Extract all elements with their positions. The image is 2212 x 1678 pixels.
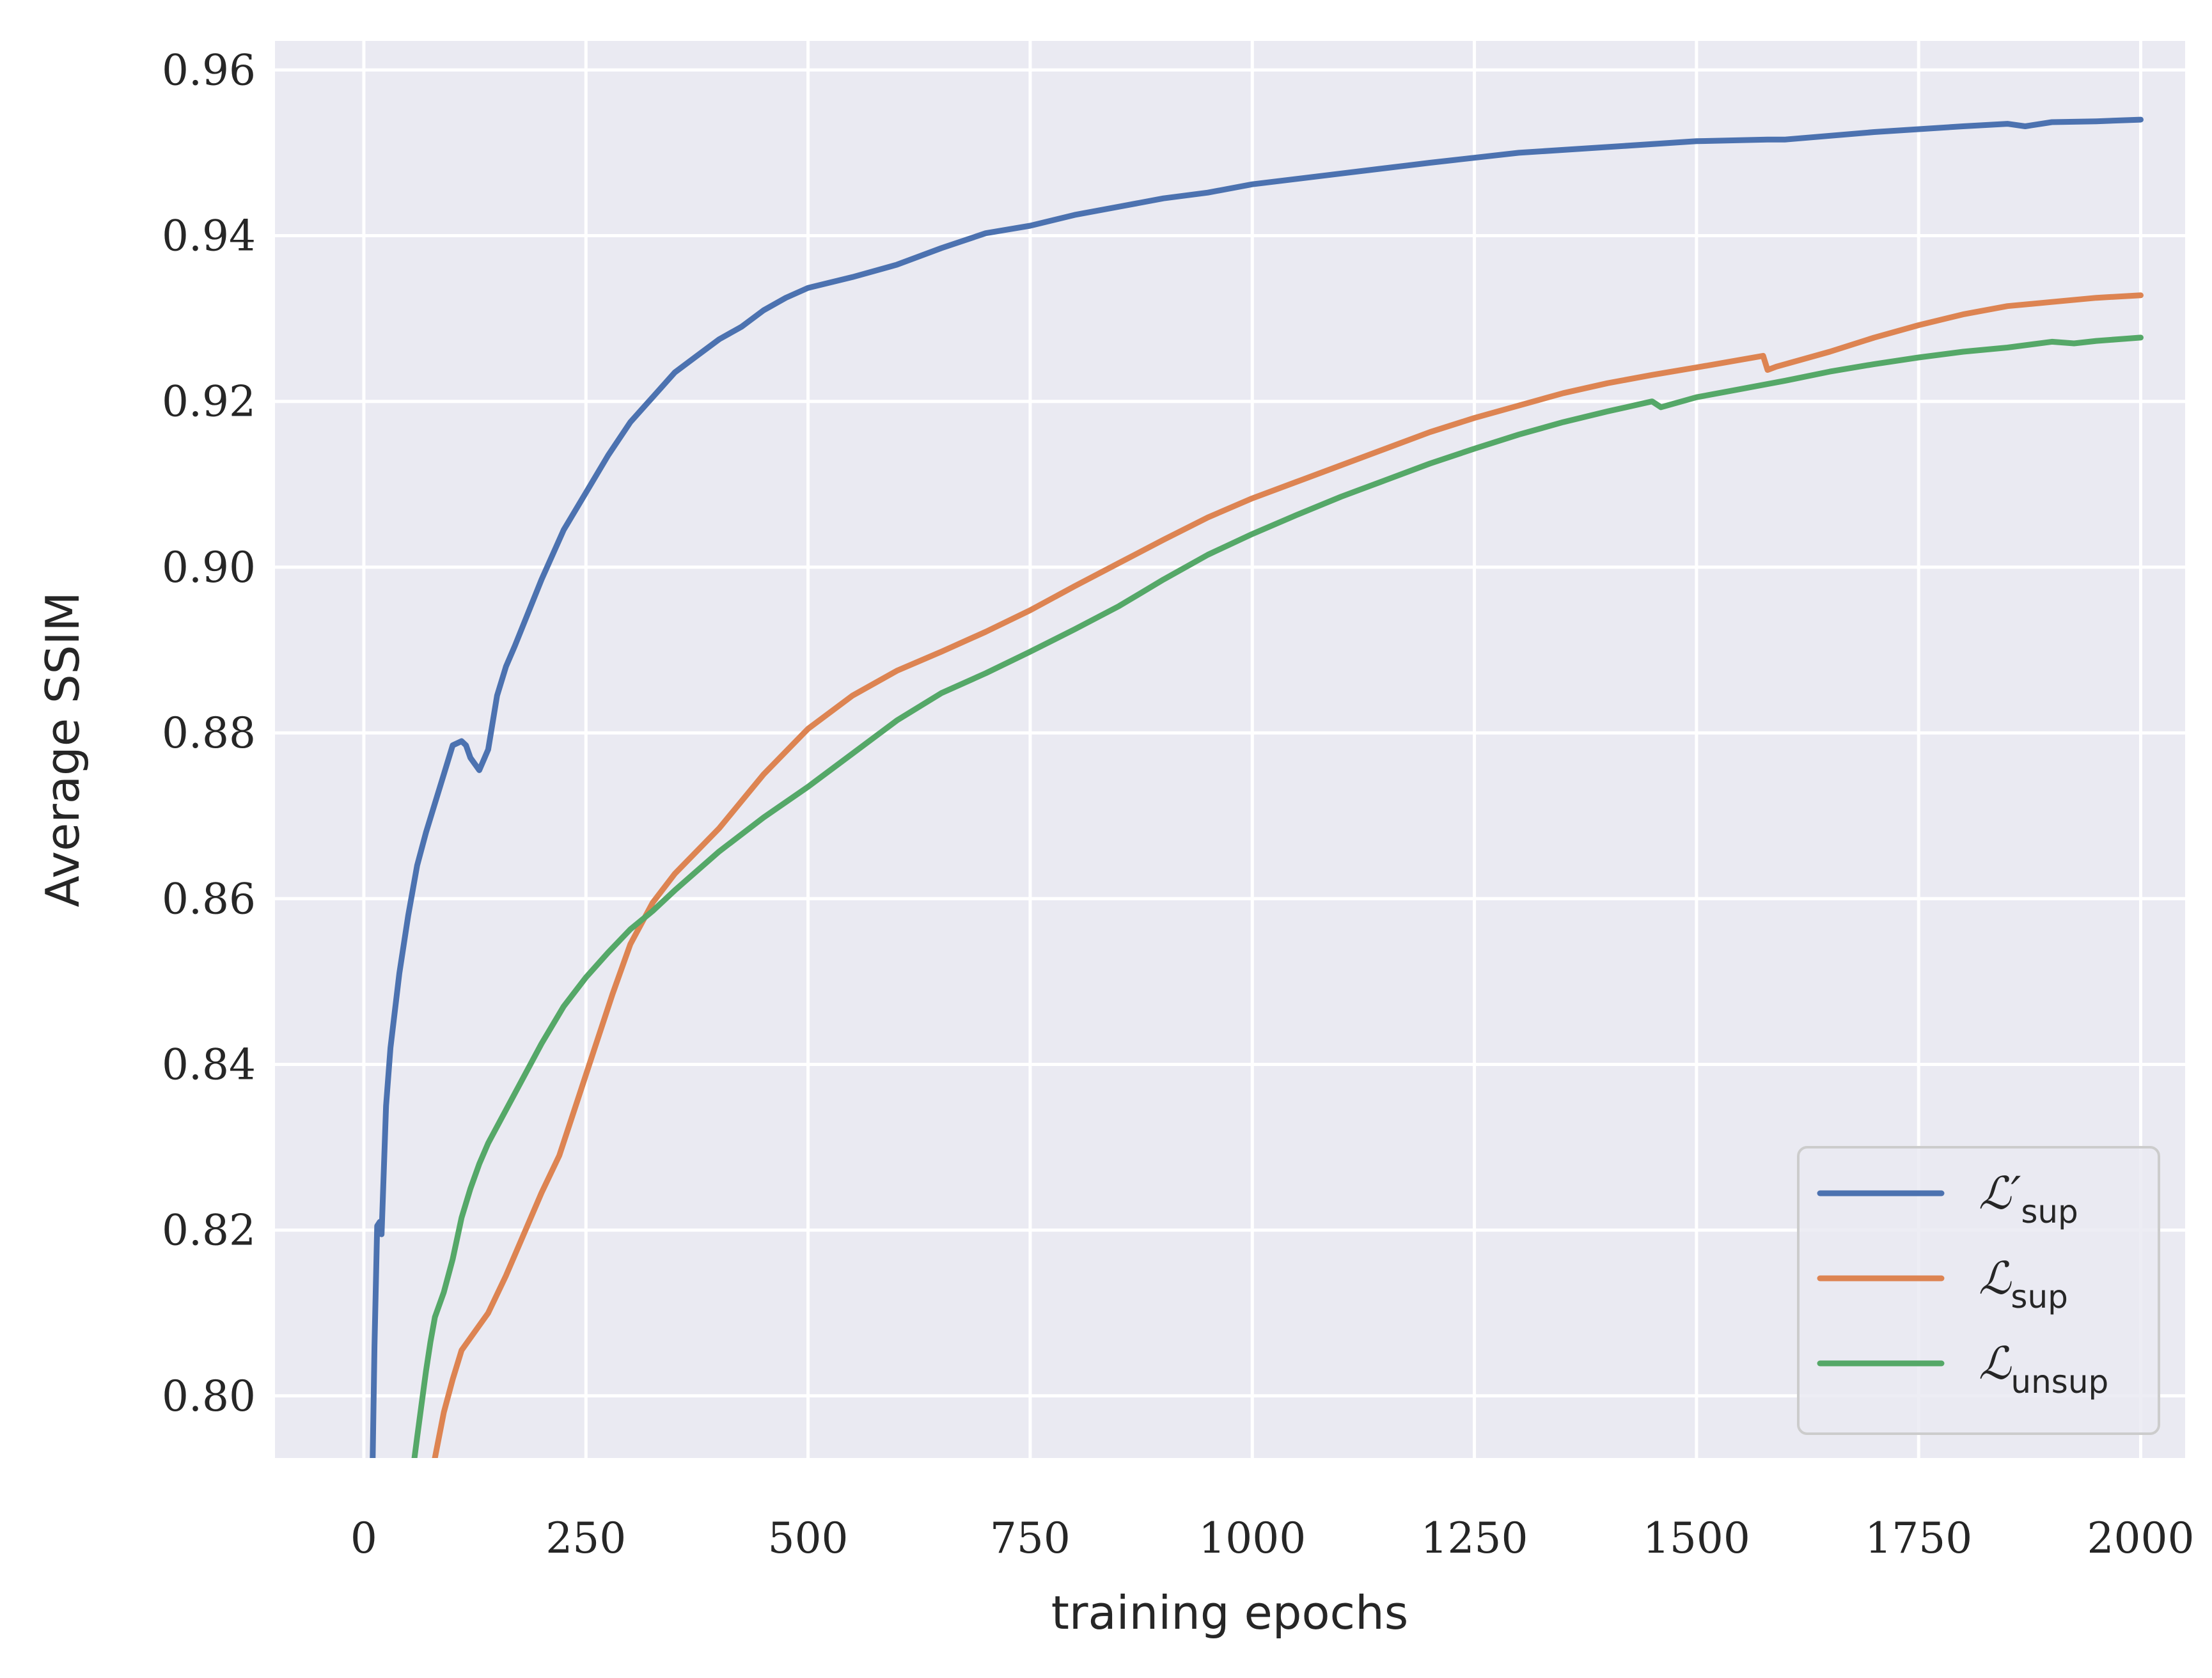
x-tick-label: 250 bbox=[545, 1514, 626, 1563]
y-axis-label: Average SSIM bbox=[36, 592, 90, 907]
x-tick-label: 1000 bbox=[1198, 1514, 1306, 1563]
y-tick-label: 0.84 bbox=[162, 1040, 256, 1089]
legend-label: ℒsup bbox=[1979, 1252, 2068, 1315]
legend[interactable]: ℒ′sup ℒsup ℒunsup bbox=[1797, 1146, 2160, 1435]
x-tick-label: 0 bbox=[350, 1514, 377, 1563]
series-line-2 bbox=[411, 334, 2144, 1458]
x-tick-label: 2000 bbox=[2087, 1514, 2195, 1563]
x-tick-label: 750 bbox=[990, 1514, 1071, 1563]
series-line-0 bbox=[370, 116, 2144, 1458]
x-tick-label: 500 bbox=[768, 1514, 849, 1563]
y-tick-label: 0.80 bbox=[162, 1372, 256, 1421]
y-tick-label: 0.88 bbox=[162, 709, 256, 758]
legend-label: ℒ′sup bbox=[1979, 1167, 2078, 1230]
x-axis-label: training epochs bbox=[1051, 1586, 1409, 1640]
y-tick-label: 0.82 bbox=[162, 1206, 256, 1255]
series-line-1 bbox=[432, 292, 2144, 1458]
series-lines bbox=[370, 116, 2144, 1458]
legend-label: ℒunsup bbox=[1979, 1337, 2108, 1400]
x-axis-ticks: 0 250 500 750 1000 1250 1500 1750 2000 bbox=[350, 1514, 2195, 1563]
x-tick-label: 1750 bbox=[1865, 1514, 1972, 1563]
y-tick-label: 0.86 bbox=[162, 874, 256, 923]
y-tick-label: 0.92 bbox=[162, 377, 256, 427]
y-tick-label: 0.94 bbox=[162, 212, 256, 261]
y-tick-label: 0.96 bbox=[162, 45, 256, 95]
legend-items: ℒ′sup ℒsup ℒunsup bbox=[1817, 1167, 2108, 1400]
x-tick-label: 1250 bbox=[1421, 1514, 1528, 1563]
y-axis-ticks: 0.80 0.82 0.84 0.86 0.88 0.90 0.92 0.94 0.96 bbox=[162, 45, 256, 1420]
y-tick-label: 0.90 bbox=[162, 543, 256, 592]
x-tick-label: 1500 bbox=[1643, 1514, 1750, 1563]
